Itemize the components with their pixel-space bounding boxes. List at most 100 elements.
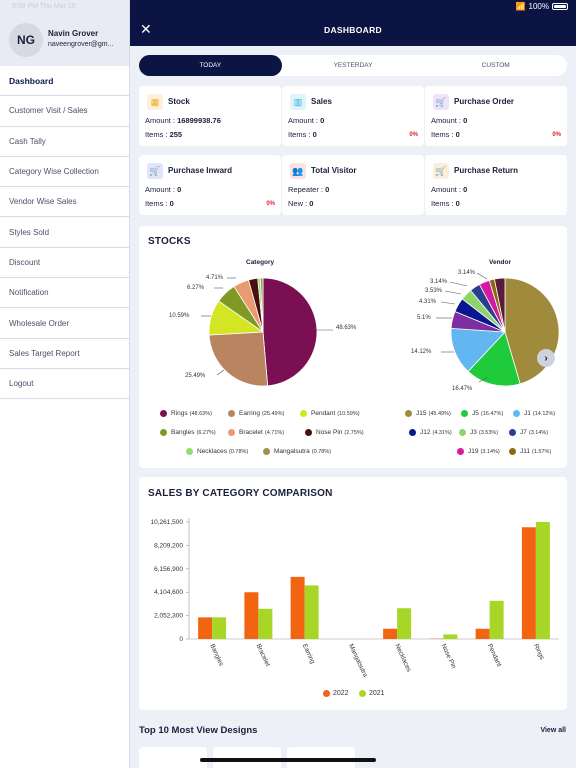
bar-earring-2021[interactable] — [304, 585, 319, 639]
sidebar-item-customer-visit-sales[interactable]: Customer Visit / Sales — [0, 96, 129, 127]
bar-bangles-2022[interactable] — [198, 617, 213, 639]
cart-icon: 🛒 — [433, 163, 449, 179]
kpi-change-percent: 0% — [552, 132, 561, 138]
legend-item[interactable]: J11 (1.57%) — [509, 448, 551, 455]
bar-nose pin-2021[interactable] — [443, 634, 458, 639]
bar-bangles-2021[interactable] — [212, 617, 227, 639]
sidebar-item-vendor-wise-sales[interactable]: Vendor Wise Sales — [0, 187, 129, 218]
kpi-card-stock[interactable]: ▦ Stock Amount : 16899938.76 Items : 255 — [139, 86, 281, 146]
vendor-data-label: 16.47% — [452, 386, 473, 392]
vendor-slice-j5[interactable] — [467, 331, 521, 387]
profile-header[interactable]: NG Navin Grover naveengrover@gm... — [0, 0, 129, 66]
legend-label: Bangles — [171, 429, 195, 436]
bar-necklaces-2022[interactable] — [383, 628, 398, 639]
legend-label: Pendant — [311, 410, 336, 417]
legend-item[interactable]: Pendant (10.59%) — [300, 410, 360, 417]
legend-dot — [513, 410, 520, 417]
chevron-right-icon[interactable]: › — [537, 349, 555, 367]
leader-line — [478, 377, 488, 383]
kpi-card-purchase-order[interactable]: 🛒 Purchase Order Amount : 0 Items : 0 0% — [425, 86, 567, 146]
legend-dot — [186, 448, 193, 455]
close-icon[interactable]: ✕ — [140, 21, 152, 37]
category-slice-mangalsutra[interactable] — [259, 277, 264, 333]
bar-pendant-2022[interactable] — [475, 628, 490, 639]
category-slice-rings[interactable] — [262, 277, 318, 387]
legend-dot — [160, 410, 167, 417]
design-thumb[interactable] — [139, 747, 207, 768]
legend-item[interactable]: Bangles (6.27%) — [160, 429, 216, 436]
design-thumb[interactable] — [287, 747, 355, 768]
legend-item[interactable]: J12 (4.31%) — [409, 429, 452, 436]
legend-percent: (2.75%) — [344, 429, 364, 436]
bar-earring-2022[interactable] — [290, 576, 305, 639]
legend-item[interactable]: Bracelet (4.71%) — [228, 429, 284, 436]
legend-dot — [459, 429, 466, 436]
design-thumb[interactable] — [213, 747, 281, 768]
x-tick-label: Earring — [301, 643, 316, 665]
legend-dot — [457, 448, 464, 455]
legend-item[interactable]: J15 (45.49%) — [405, 410, 451, 417]
leader-line — [476, 272, 488, 280]
legend-item[interactable]: J3 (3.53%) — [459, 429, 498, 436]
vendor-data-label: 3.14% — [430, 279, 448, 285]
legend-dot — [405, 410, 412, 417]
category-data-label: 10.59% — [169, 313, 190, 319]
bar-necklaces-2021[interactable] — [397, 608, 412, 639]
status-indicators: 📶 100% — [516, 2, 568, 11]
legend-percent: (4.71%) — [264, 429, 285, 436]
y-tick-label: 6,156,900 — [154, 566, 183, 573]
bar-bracelet-2021[interactable] — [258, 608, 273, 639]
legend-label: J1 — [524, 410, 531, 417]
legend-item[interactable]: Mangalsutra (0.78%) — [263, 448, 331, 455]
vendor-data-label: 3.53% — [425, 288, 443, 294]
sidebar-item-dashboard[interactable]: Dashboard — [0, 66, 129, 97]
bar-rings-2021[interactable] — [535, 522, 550, 639]
legend-item[interactable]: Rings (48.63%) — [160, 410, 212, 417]
legend-label: J7 — [520, 429, 527, 436]
sidebar-item-cash-tally[interactable]: Cash Tally — [0, 127, 129, 157]
legend-item[interactable]: Nose Pin (2.75%) — [305, 429, 364, 436]
sidebar-item-wholesale-order[interactable]: Wholesale Order — [0, 308, 129, 339]
home-indicator — [200, 758, 376, 762]
bar-bracelet-2022[interactable] — [244, 592, 259, 639]
tab-yesterday[interactable]: YESTERDAY — [333, 62, 373, 69]
vendor-slice-other[interactable] — [493, 277, 506, 333]
leader-line — [216, 369, 225, 376]
legend-item[interactable]: Earring (25.49%) — [228, 410, 284, 417]
sidebar-item-discount[interactable]: Discount — [0, 248, 129, 279]
legend-item[interactable]: Necklaces (0.78%) — [186, 448, 248, 455]
kpi-card-purchase-return[interactable]: 🛒 Purchase Return Amount : 0 Items : 0 — [425, 155, 567, 215]
category-slice-earring[interactable] — [208, 331, 269, 387]
legend-item[interactable]: J1 (14.12%) — [513, 410, 555, 417]
kpi-card-purchase-inward[interactable]: 🛒 Purchase Inward Amount : 0 Items : 0 0% — [139, 155, 281, 215]
legend-percent: (6.27%) — [196, 429, 216, 436]
legend-percent: (25.49%) — [261, 410, 285, 417]
legend-dot — [228, 429, 235, 436]
sidebar-item-sales-target-report[interactable]: Sales Target Report — [0, 339, 129, 369]
legend-item[interactable]: J5 (16.47%) — [461, 410, 503, 417]
tab-custom[interactable]: CUSTOM — [481, 62, 510, 69]
bar-rings-2022[interactable] — [521, 527, 536, 639]
tab-today[interactable]: TODAY — [139, 55, 282, 76]
y-tick-label: 10,261,500 — [150, 519, 183, 526]
sidebar-item-styles-sold[interactable]: Styles Sold — [0, 217, 129, 248]
sales-bar-chart: 0 2,052,300 4,104,600 6,156,900 8,209,200 10,… — [150, 518, 559, 679]
legend-percent: (16.47%) — [480, 410, 504, 417]
view-all-link[interactable]: View all — [540, 727, 566, 734]
sidebar-item-category-wise-collection[interactable]: Category Wise Collection — [0, 157, 129, 188]
legend-label: Bracelet — [239, 429, 263, 436]
leader-line — [444, 290, 462, 295]
sidebar-item-logout[interactable]: Logout — [0, 369, 129, 400]
bar-pendant-2021[interactable] — [489, 600, 504, 639]
sidebar-item-notification[interactable]: Notification — [0, 278, 129, 309]
legend-label: J3 — [470, 429, 477, 436]
legend-item[interactable]: J19 (3.14%) — [457, 448, 500, 455]
sales-comparison-title: SALES BY CATEGORY COMPARISON — [148, 488, 333, 499]
legend-percent: (3.14%) — [528, 429, 549, 436]
kpi-card-total-visitor[interactable]: 👥 Total Visitor Repeater : 0 New : 0 — [282, 155, 424, 215]
legend-label: 2021 — [369, 690, 385, 697]
visitors-icon: 👥 — [290, 163, 306, 179]
kpi-card-sales[interactable]: ▥ Sales Amount : 0 Items : 0 0% — [282, 86, 424, 146]
legend-item[interactable]: J7 (3.14%) — [509, 429, 548, 436]
sales-comparison-card: SALES BY CATEGORY COMPARISON 0 2,052,300 4… — [139, 477, 567, 710]
